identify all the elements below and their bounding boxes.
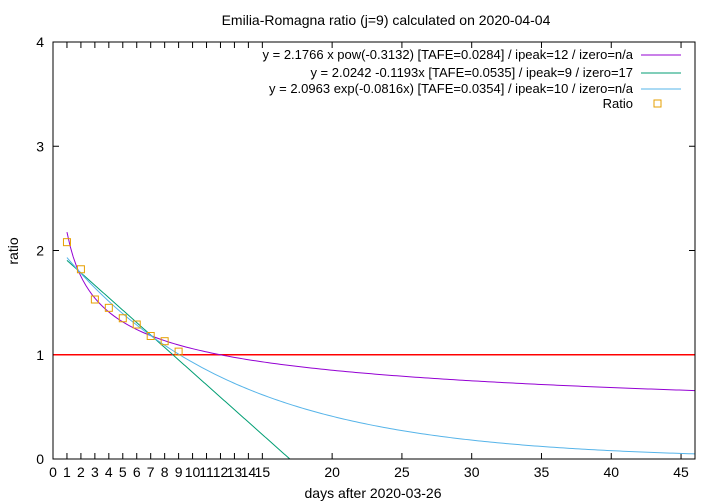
ratio-point xyxy=(132,320,141,329)
x-tick-label: 25 xyxy=(394,464,410,480)
x-tick-label: 9 xyxy=(175,464,183,480)
x-axis-label: days after 2020-03-26 xyxy=(305,485,442,501)
legend-swatch-ratio xyxy=(653,99,662,108)
ratio-point xyxy=(104,303,113,312)
legend-label: Ratio xyxy=(603,96,633,111)
x-tick-label: 5 xyxy=(119,464,127,480)
legend: y = 2.1766 x pow(-0.3132) [TAFE=0.0284] … xyxy=(263,47,681,111)
x-tick-label: 2 xyxy=(77,464,85,480)
x-tick-label: 10 xyxy=(185,464,201,480)
exp-fit-curve xyxy=(66,257,696,455)
x-tick-label: 6 xyxy=(133,464,141,480)
x-tick-label: 0 xyxy=(49,464,57,480)
x-tick-label: 7 xyxy=(147,464,155,480)
ratio-point xyxy=(146,331,155,340)
x-tick-label: 14 xyxy=(241,464,257,480)
y-axis-label: ratio xyxy=(5,237,21,264)
ratio-point xyxy=(118,314,127,323)
y-tick-labels: 0 1 2 3 4 xyxy=(36,34,44,467)
chart-title: Emilia-Romagna ratio (j=9) calculated on… xyxy=(222,12,551,28)
x-tick-label: 12 xyxy=(213,464,229,480)
x-tick-label: 35 xyxy=(534,464,550,480)
legend-label: y = 2.1766 x pow(-0.3132) [TAFE=0.0284] … xyxy=(263,47,634,62)
x-tick-label: 13 xyxy=(227,464,243,480)
plot-area xyxy=(53,231,696,460)
x-tick-label: 45 xyxy=(673,464,689,480)
y-tick-label: 0 xyxy=(36,451,44,467)
x-tick-label: 40 xyxy=(603,464,619,480)
x-tick-label: 15 xyxy=(255,464,271,480)
ratio-point xyxy=(174,347,183,356)
plot-frame xyxy=(52,41,696,460)
y-tick-label: 3 xyxy=(36,138,44,154)
x-tick-label: 20 xyxy=(324,464,340,480)
power-fit-curve xyxy=(66,231,696,392)
y-tick-label: 1 xyxy=(36,347,44,363)
ratio-point xyxy=(76,265,85,274)
ratio-point xyxy=(160,337,169,346)
x-tick-label: 11 xyxy=(199,464,214,480)
x-tick-label: 1 xyxy=(63,464,71,480)
legend-label: y = 2.0963 exp(-0.0816x) [TAFE=0.0354] /… xyxy=(269,81,634,96)
legend-label: y = 2.0242 -0.1193x [TAFE=0.0535] / ipea… xyxy=(310,65,633,80)
y-tick-label: 2 xyxy=(36,243,44,259)
ratio-point xyxy=(62,238,71,247)
x-tick-label: 3 xyxy=(91,464,99,480)
x-tick-label: 8 xyxy=(161,464,169,480)
ratio-point xyxy=(90,295,99,304)
linear-fit-line xyxy=(66,260,291,460)
x-tick-label: 4 xyxy=(105,464,113,480)
axis-ticks xyxy=(52,41,695,460)
x-tick-label: 30 xyxy=(464,464,480,480)
y-tick-label: 4 xyxy=(36,34,44,50)
